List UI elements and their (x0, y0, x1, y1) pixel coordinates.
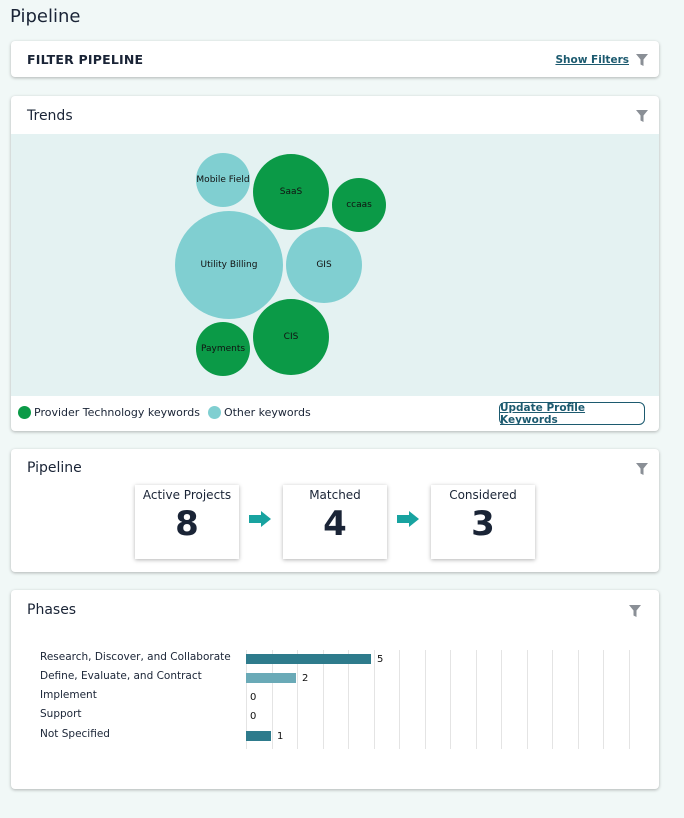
bubble-label: SaaS (279, 187, 303, 197)
filter-icon[interactable] (635, 53, 649, 67)
arrow-right-icon (397, 511, 419, 527)
phase-label: Implement (40, 689, 97, 701)
trends-bubble-chart: Mobile Field SaaS ccaas Utility Billing … (11, 134, 659, 396)
phase-value-label: 1 (277, 731, 284, 742)
filter-icon[interactable] (635, 109, 649, 123)
legend-label: Other keywords (223, 406, 311, 419)
stat-label: Matched (309, 488, 361, 502)
show-filters-link[interactable]: Show Filters (555, 54, 629, 66)
chart-grid-line (297, 650, 298, 749)
chart-grid-line (577, 650, 579, 749)
bubble[interactable]: SaaS (253, 154, 329, 230)
trends-card: Trends Mobile Field SaaS ccaas Utility B… (11, 96, 659, 431)
chart-grid-line (424, 650, 426, 749)
bubble[interactable]: Utility Billing (175, 211, 283, 319)
chart-grid-line (475, 650, 477, 749)
stat-matched[interactable]: Matched 4 (283, 485, 387, 559)
phases-title: Phases (27, 602, 77, 618)
stat-label: Considered (449, 488, 517, 502)
bubble-label: ccaas (346, 200, 372, 210)
chart-grid-line (348, 650, 349, 749)
legend-item-provider: Provider Technology keywords (18, 406, 200, 419)
bubble[interactable]: CIS (253, 299, 329, 375)
phase-value-label: 2 (302, 673, 309, 684)
chart-grid-line (322, 650, 324, 749)
stat-label: Active Projects (142, 488, 232, 502)
bubble[interactable]: GIS (286, 227, 362, 303)
filter-pipeline-title: FILTER PIPELINE (27, 52, 144, 67)
filter-pipeline-card: FILTER PIPELINE Show Filters (11, 41, 659, 77)
phase-bar[interactable] (246, 673, 296, 683)
chart-grid-line (246, 650, 247, 749)
trends-title: Trends (27, 108, 73, 124)
bubble[interactable]: ccaas (332, 178, 386, 232)
filter-icon[interactable] (635, 462, 649, 476)
phase-value-label: 0 (250, 711, 257, 722)
stat-value: 4 (323, 504, 347, 544)
chart-grid-line (628, 650, 630, 749)
chart-grid-line (450, 650, 451, 749)
stat-value: 8 (175, 504, 199, 544)
stat-considered[interactable]: Considered 3 (431, 485, 535, 559)
bubble[interactable]: Mobile Field (196, 153, 250, 207)
phase-label: Research, Discover, and Collaborate (40, 651, 231, 663)
bubble-label: Utility Billing (200, 260, 258, 270)
phase-label: Support (40, 708, 82, 720)
phase-label: Not Specified (40, 728, 110, 740)
bubble-label: CIS (283, 332, 299, 342)
phase-bar[interactable] (246, 654, 371, 664)
stat-active-projects[interactable]: Active Projects 8 (135, 485, 239, 559)
bubble-label: Payments (200, 344, 246, 354)
bubble-label: GIS (316, 260, 332, 270)
legend-dot-other (207, 406, 221, 419)
arrow-right-icon (249, 511, 271, 527)
bubble-label: Mobile Field (196, 175, 250, 185)
chart-grid-line (271, 650, 273, 749)
page-title: Pipeline (10, 6, 81, 27)
bubble[interactable]: Payments (196, 322, 250, 376)
phases-card: Phases Research, Discover, and Collabora… (11, 590, 659, 789)
legend-item-other: Other keywords (207, 406, 311, 419)
phase-value-label: 0 (250, 692, 257, 703)
filter-icon[interactable] (628, 604, 642, 618)
phase-label: Define, Evaluate, and Contract (40, 670, 202, 682)
phase-value-label: 5 (377, 654, 384, 665)
pipeline-title: Pipeline (27, 460, 82, 476)
chart-grid-line (603, 650, 604, 749)
update-profile-keywords-button[interactable]: Update Profile Keywords (499, 402, 645, 426)
legend-label: Provider Technology keywords (34, 406, 200, 419)
stat-value: 3 (471, 504, 495, 544)
legend-dot-provider (18, 406, 31, 419)
chart-grid-line (399, 650, 400, 749)
trends-legend: Provider Technology keywords Other keywo… (18, 406, 319, 419)
phase-bar[interactable] (246, 731, 271, 741)
chart-grid-line (373, 650, 375, 749)
pipeline-card: Pipeline Active Projects 8 Matched 4 Con… (11, 449, 659, 572)
chart-grid-line (526, 650, 528, 749)
chart-grid-line (501, 650, 502, 749)
chart-grid-line (552, 650, 553, 749)
